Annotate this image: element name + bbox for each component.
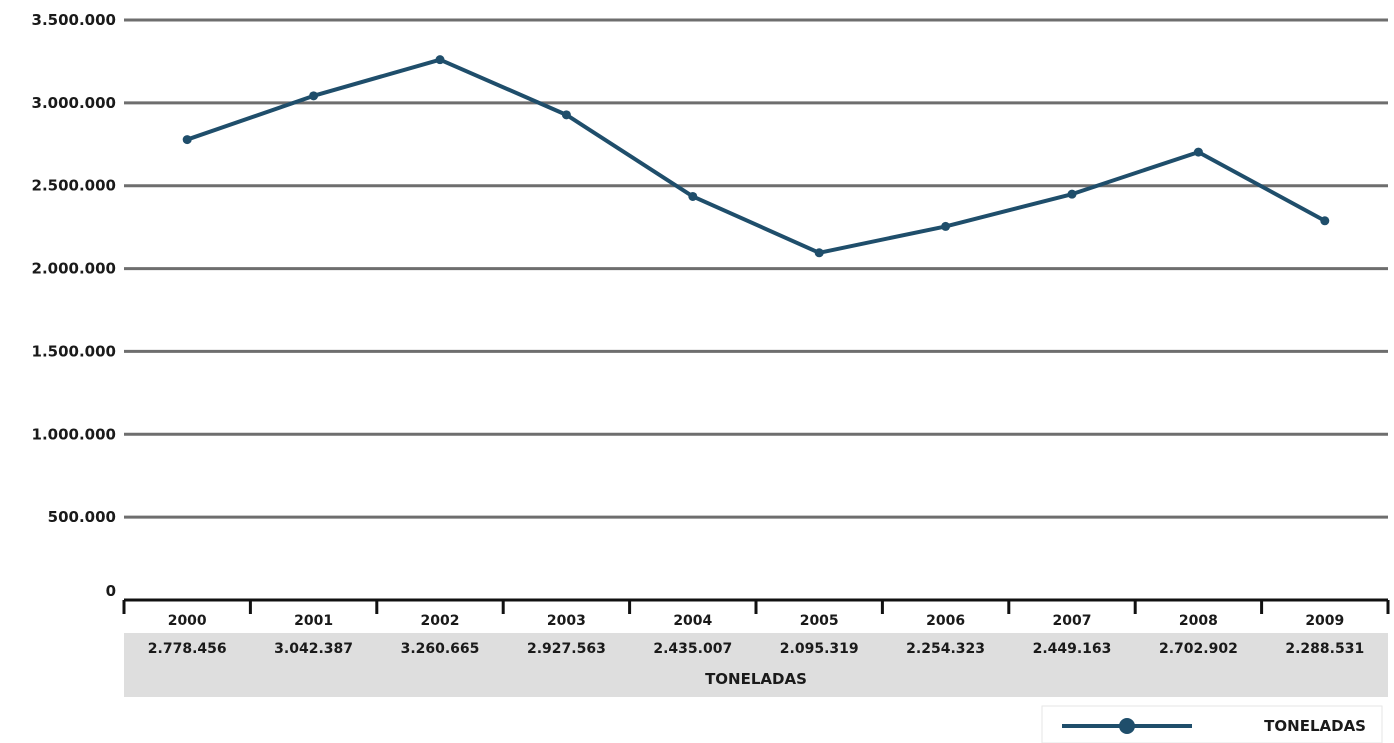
x-axis <box>122 598 1390 614</box>
y-tick-label: 3.000.000 <box>32 94 116 112</box>
x-tick-label: 2003 <box>547 613 586 629</box>
data-table-value: 3.260.665 <box>401 641 480 657</box>
series-point <box>1067 189 1077 199</box>
series-point <box>435 55 445 65</box>
data-table-value: 2.927.563 <box>527 641 606 657</box>
data-table-series-name: TONELADAS <box>705 670 807 688</box>
series-point <box>309 91 319 101</box>
y-tick-label: 3.500.000 <box>32 11 116 29</box>
x-tick-label: 2001 <box>294 613 333 629</box>
series-point <box>1320 216 1330 226</box>
y-tick-label: 500.000 <box>48 508 116 526</box>
data-table-value: 2.702.902 <box>1159 641 1238 657</box>
series-line <box>186 57 1326 255</box>
series-point <box>182 135 192 145</box>
data-table-value: 2.095.319 <box>780 641 859 657</box>
y-tick-label: 2.000.000 <box>32 260 116 278</box>
data-table <box>124 633 1388 697</box>
gridlines <box>124 18 1388 519</box>
data-table-value: 2.449.163 <box>1033 641 1112 657</box>
series-line-group <box>182 55 1330 258</box>
legend: TONELADAS <box>1041 705 1383 743</box>
legend-label: TONELADAS <box>1264 717 1366 735</box>
data-table-background <box>124 633 1388 697</box>
series-point <box>561 110 571 120</box>
y-tick-label: 0 <box>106 582 116 600</box>
x-tick-label: 2007 <box>1053 613 1092 629</box>
x-tick-label: 2000 <box>168 613 207 629</box>
y-tick-label: 1.500.000 <box>32 342 116 360</box>
series-point <box>941 221 951 231</box>
data-table-value: 3.042.387 <box>274 641 353 657</box>
y-axis-tick-labels: 0 500.000 1.000.000 1.500.000 2.000.000 2.500… <box>32 11 116 600</box>
x-tick-label: 2004 <box>673 613 712 629</box>
x-axis-tick-labels: 2000 2001 2002 2003 2004 2005 2006 2007 2008 2009 <box>168 613 1345 629</box>
x-tick-label: 2005 <box>800 613 839 629</box>
y-tick-label: 1.000.000 <box>32 425 116 443</box>
series-point <box>814 248 824 258</box>
x-tick-label: 2006 <box>926 613 965 629</box>
data-table-value: 2.254.323 <box>906 641 985 657</box>
y-tick-label: 2.500.000 <box>32 177 116 195</box>
x-tick-label: 2009 <box>1305 613 1344 629</box>
data-table-value: 2.778.456 <box>148 641 227 657</box>
data-table-value: 2.435.007 <box>653 641 732 657</box>
legend-marker <box>1119 718 1135 734</box>
data-table-values: 2.778.456 3.042.387 3.260.665 2.927.563 2.43… <box>148 641 1364 657</box>
data-table-value: 2.288.531 <box>1285 641 1364 657</box>
series-point <box>1193 147 1203 157</box>
x-tick-label: 2002 <box>421 613 460 629</box>
series-point <box>688 191 698 201</box>
x-tick-label: 2008 <box>1179 613 1218 629</box>
